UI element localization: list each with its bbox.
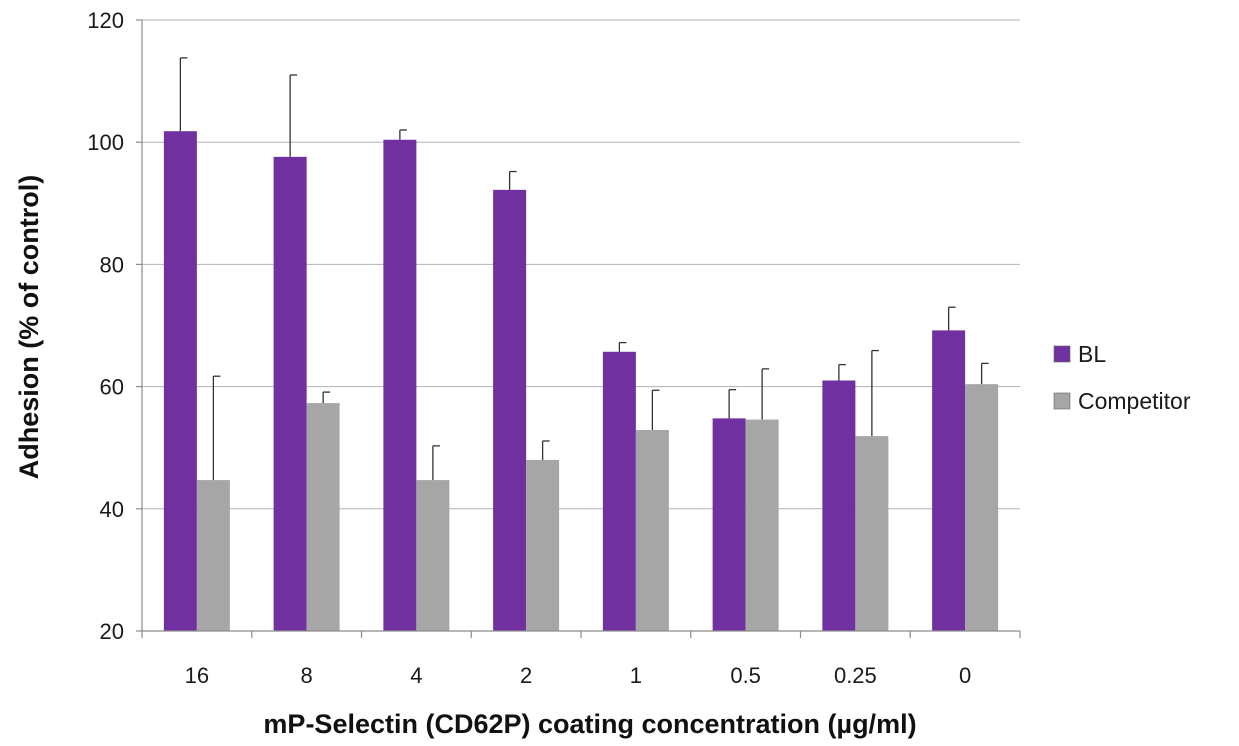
bar-competitor-1 xyxy=(306,403,340,631)
bar-competitor-6 xyxy=(855,436,889,631)
x-tick-label: 0 xyxy=(959,663,971,688)
bar-bl-7 xyxy=(932,330,966,631)
bar-bl-0 xyxy=(163,131,197,631)
bar-competitor-2 xyxy=(416,480,450,631)
bar-bl-2 xyxy=(383,139,417,632)
bar-bl-4 xyxy=(602,351,636,631)
x-tick-label: 0.25 xyxy=(834,663,877,688)
x-tick-label: 8 xyxy=(301,663,313,688)
bar-bl-3 xyxy=(493,189,527,631)
bar-bl-6 xyxy=(822,380,856,631)
bar-bl-1 xyxy=(273,156,307,631)
x-tick-label: 4 xyxy=(410,663,422,688)
x-tick-labels: 16 8 4 2 1 0.5 0.25 0 xyxy=(185,663,972,688)
bar-competitor-5 xyxy=(745,419,779,631)
y-tick-labels: 20 40 60 80 100 120 xyxy=(87,8,124,644)
y-tick-label: 60 xyxy=(100,375,124,400)
y-tick-label: 100 xyxy=(87,130,124,155)
axes xyxy=(136,19,1021,638)
error-bars xyxy=(179,57,989,481)
bar-competitor-3 xyxy=(526,459,560,631)
x-tick-label: 1 xyxy=(630,663,642,688)
x-tick-label: 2 xyxy=(520,663,532,688)
legend: BL Competitor xyxy=(1053,341,1191,414)
y-tick-label: 80 xyxy=(100,252,124,277)
x-tick-label: 0.5 xyxy=(730,663,761,688)
bar-bl-5 xyxy=(712,418,746,631)
y-axis-title: Adhesion (% of control) xyxy=(14,175,44,479)
legend-label-competitor: Competitor xyxy=(1078,388,1191,414)
y-tick-label: 20 xyxy=(100,619,124,644)
y-tick-label: 120 xyxy=(87,8,124,33)
legend-label-bl: BL xyxy=(1078,341,1106,367)
bar-competitor-4 xyxy=(635,429,669,631)
y-tick-label: 40 xyxy=(100,497,124,522)
bar-competitor-0 xyxy=(196,480,230,631)
bar-competitor-7 xyxy=(965,384,999,631)
x-axis-title: mP-Selectin (CD62P) coating concentratio… xyxy=(263,709,916,739)
x-tick-label: 16 xyxy=(185,663,209,688)
legend-swatch-competitor xyxy=(1053,392,1071,410)
legend-swatch-bl xyxy=(1053,345,1071,363)
bars xyxy=(163,131,999,632)
